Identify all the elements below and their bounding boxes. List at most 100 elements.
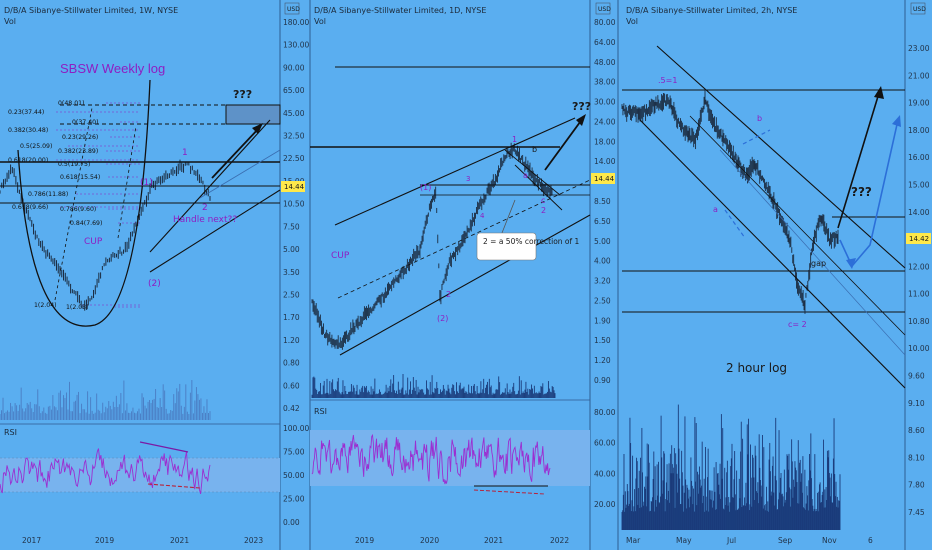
price-tick-label: 1.20: [283, 336, 300, 345]
time-tick-label: Mar: [626, 536, 641, 545]
hourly-wave-b: b: [757, 114, 762, 123]
daily-wedge-a: [504, 149, 561, 196]
price-tick-label: 3.50: [283, 268, 300, 277]
price-tick-label: 4.00: [594, 257, 611, 266]
weekly-rsi-axis: 100.00 75.00 50.00 25.00 0.00: [283, 424, 309, 527]
fib-level-label: 0.5(25.09): [20, 143, 52, 150]
daily-wave-paren-1: (1): [420, 183, 431, 192]
daily-callout-box: [476, 232, 537, 261]
price-tick-label: 7.80: [908, 481, 925, 490]
weekly-price-badge-text: 14.44: [284, 183, 305, 191]
rsi-tick-label: 60.00: [594, 439, 616, 448]
weekly-fib-levels: 0(48.01) 0.23(37.44) 0(37.40) 0.382(30.48) 0…: [8, 100, 140, 311]
svg-text:USD: USD: [913, 6, 926, 13]
time-tick-label: 2020: [420, 536, 439, 545]
weekly-wave-1: 1: [182, 148, 188, 158]
price-tick-label: 32.50: [283, 132, 305, 141]
weekly-dashed-projection: [54, 107, 93, 301]
time-tick-label: Sep: [778, 536, 792, 545]
price-tick-label: 16.00: [908, 153, 930, 162]
svg-text:USD: USD: [287, 6, 300, 13]
daily-volume-bars: [311, 373, 556, 398]
fib-level-label: 0.5(19.75): [58, 161, 90, 168]
price-tick-label: 12.00: [908, 262, 930, 271]
rsi-series: [0, 448, 211, 495]
price-tick-label: 65.00: [283, 86, 305, 95]
daily-channel-mid: [337, 179, 591, 299]
fib-level-label: 0.618(20.00): [8, 157, 48, 164]
rsi-series: [311, 433, 551, 485]
daily-wave-4: 4: [480, 212, 485, 220]
price-tick-label: 5.00: [594, 237, 611, 246]
hourly-dashed-a: [724, 209, 746, 239]
price-tick-label: 14.00: [594, 157, 616, 166]
price-tick-label: 7.50: [283, 222, 300, 231]
weekly-rsi-line: [0, 448, 211, 495]
daily-price-badge: [591, 173, 615, 184]
price-tick-label: 130.00: [283, 41, 309, 50]
price-tick-label: 0.90: [594, 376, 611, 385]
fib-level-label: 0.23(37.44): [8, 109, 44, 116]
price-tick-label: 24.00: [594, 117, 616, 126]
weekly-cup-arc: [17, 79, 151, 327]
price-tick-label: 30.00: [594, 98, 616, 107]
daily-volume-label: Vol: [314, 17, 326, 26]
daily-rsi-line: [311, 433, 551, 485]
hourly-price-badge-text: 14.42: [909, 235, 929, 243]
weekly-price-axis: 180.00130.0090.0065.0045.0032.5022.5015.…: [283, 18, 309, 413]
price-tick-label: 22.50: [283, 154, 305, 163]
fib-level-label: 0.786(9.60): [60, 206, 96, 213]
daily-wave-a: a: [523, 171, 528, 180]
price-tick-label: 23.00: [908, 44, 930, 53]
time-tick-label: Nov: [822, 536, 837, 545]
weekly-volume-bars: [0, 380, 211, 420]
rsi-tick-label: 50.00: [283, 471, 305, 480]
time-tick-label: 2019: [95, 536, 114, 545]
price-tick-label: 15.00: [908, 180, 930, 189]
price-tick-label: 180.00: [283, 18, 309, 27]
price-tick-label: 8.50: [594, 197, 611, 206]
daily-target-arrow: [544, 117, 584, 171]
hourly-black-arrow: [837, 92, 880, 229]
rsi-tick-label: 25.00: [283, 495, 305, 504]
daily-wave-b: b: [532, 145, 537, 154]
fib-level-label: 0.382(30.48): [8, 127, 48, 134]
price-tick-label: 0.42: [283, 404, 300, 413]
time-tick-label: 2022: [550, 536, 569, 545]
rsi-tick-label: 100.00: [283, 424, 309, 433]
weekly-handle-label: Handle next??: [173, 215, 237, 225]
fib-level-label: 0.786(11.88): [28, 191, 68, 198]
price-tick-label: 8.10: [908, 453, 925, 462]
daily-wave-c: c: [541, 196, 545, 205]
weekly-time-axis: 2017 2019 2021 2023: [22, 536, 263, 545]
fib-level-label: 1(2.04): [34, 302, 57, 309]
weekly-chart-label: SBSW Weekly log: [60, 61, 165, 76]
price-tick-label: 9.10: [908, 399, 925, 408]
price-tick-label: 2.50: [594, 296, 611, 305]
daily-wave-2-early: 2: [446, 290, 451, 299]
fib-level-label: 0.23(29.26): [62, 134, 98, 141]
daily-wedge-b: [514, 164, 563, 211]
time-tick-label: 2023: [244, 536, 263, 545]
usd-labels: USD USD USD: [284, 2, 926, 15]
weekly-rsi-band: [0, 458, 280, 492]
daily-rsi-axis: 80.00 60.00 40.00 20.00: [594, 408, 616, 509]
fib-level-label: 0(37.40): [72, 119, 98, 126]
price-tick-label: 14.00: [908, 208, 930, 217]
hourly-chart-label: 2 hour log: [726, 361, 787, 375]
time-tick-label: 2021: [170, 536, 189, 545]
weekly-panel: D/B/A Sibanye-Stillwater Limited, 1W, NY…: [0, 0, 309, 550]
price-tick-label: 6.50: [594, 217, 611, 226]
hourly-channel-mid: [689, 115, 906, 336]
daily-wave-paren-2: (2): [437, 314, 448, 323]
daily-cup-label: CUP: [331, 251, 350, 261]
price-tick-label: 7.45: [908, 508, 925, 517]
price-tick-label: 18.00: [908, 126, 930, 135]
rsi-tick-label: 80.00: [594, 408, 616, 417]
price-tick-label: 21.00: [908, 71, 930, 80]
time-tick-label: 6: [868, 536, 873, 545]
weekly-channel-bottom: [149, 189, 281, 273]
daily-channel-bottom: [339, 214, 591, 356]
price-tick-label: 3.20: [594, 277, 611, 286]
